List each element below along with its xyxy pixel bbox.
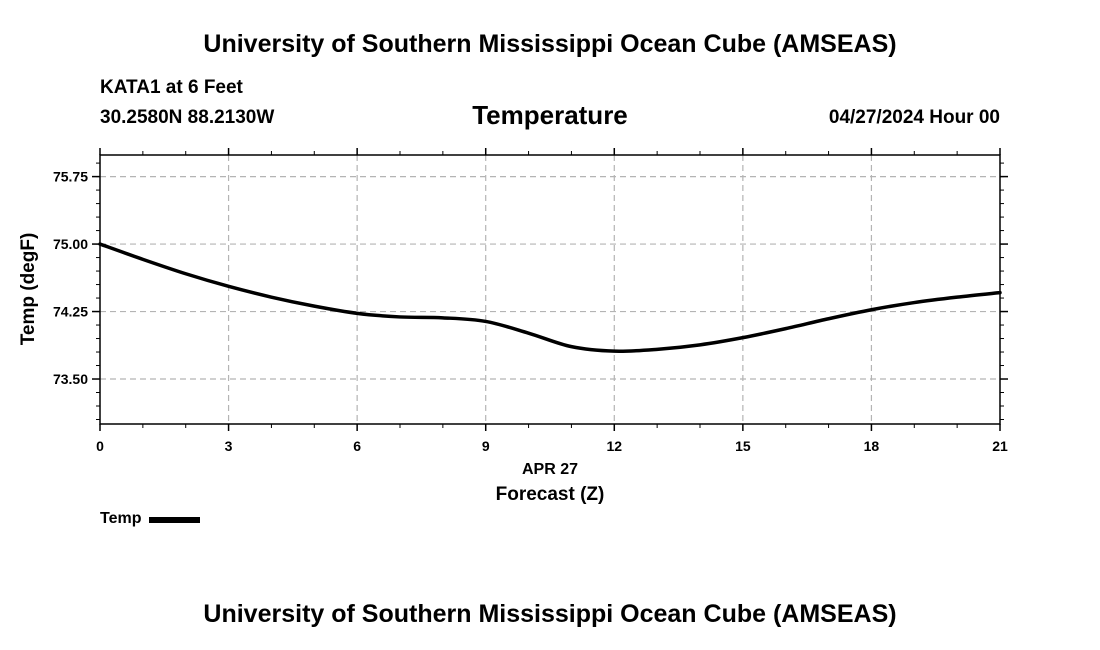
tick-labels: 0 3 6 9 12 15 18 21 73.50 74.25 75.00 75.75 [53, 169, 1008, 454]
x-tick-label-12: 12 [606, 438, 622, 454]
forecast-datetime: 04/27/2024 Hour 00 [828, 107, 1000, 128]
x-tick-label-3: 3 [225, 438, 233, 454]
x-tick-label-0: 0 [96, 438, 104, 454]
x-tick-label-21: 21 [992, 438, 1008, 454]
station-coordinates: 30.2580N 88.2130W [100, 107, 275, 128]
axis-ticks [92, 148, 1008, 431]
x-tick-label-18: 18 [864, 438, 880, 454]
grid-lines [100, 155, 1000, 424]
chart-title-top: University of Southern Mississippi Ocean… [203, 30, 897, 58]
x-tick-label-6: 6 [353, 438, 361, 454]
y-tick-label-75.75: 75.75 [53, 169, 88, 185]
y-axis-label: Temp (degF) [18, 233, 39, 346]
x-tick-label-15: 15 [735, 438, 751, 454]
station-label: KATA1 at 6 Feet [100, 77, 243, 98]
legend: Temp [100, 510, 201, 528]
legend-swatch-temp [149, 517, 201, 523]
legend-label-temp: Temp [100, 510, 142, 527]
plot-frame [99, 154, 1001, 425]
y-tick-label-75: 75.00 [53, 236, 88, 252]
chart-title-bottom: University of Southern Mississippi Ocean… [203, 600, 897, 628]
x-tick-label-9: 9 [482, 438, 490, 454]
series-line-temp [98, 242, 1002, 353]
x-axis-date-label: APR 27 [522, 461, 578, 478]
x-axis-label: Forecast (Z) [496, 484, 605, 505]
y-tick-label-74.25: 74.25 [53, 304, 88, 320]
y-tick-label-73.5: 73.50 [53, 371, 88, 387]
variable-title: Temperature [472, 100, 628, 130]
